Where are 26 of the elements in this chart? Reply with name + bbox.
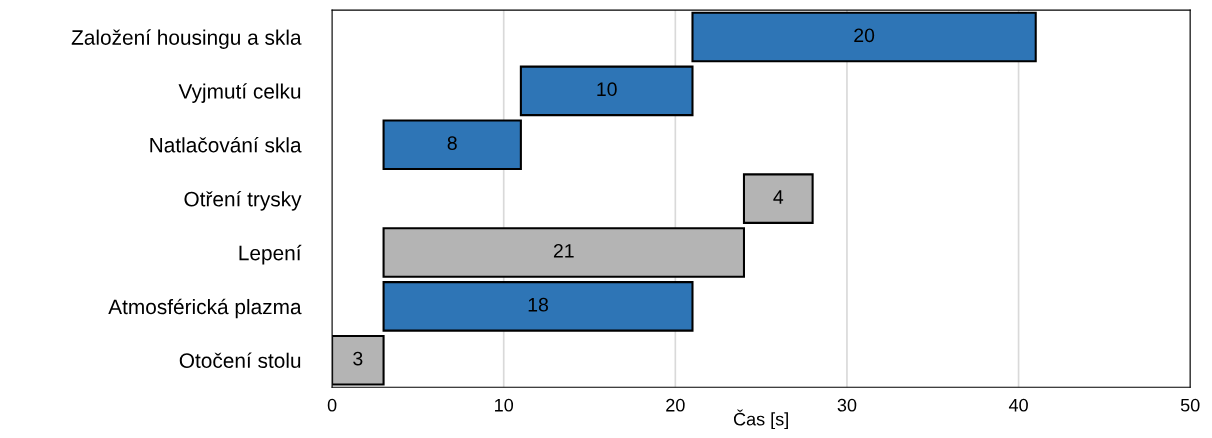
y-tick-label: Založení housingu a skla: [71, 29, 302, 49]
data-label: 18: [528, 297, 548, 312]
bar: [382, 119, 522, 171]
bar: [742, 173, 814, 224]
x-tick-label: 30: [837, 398, 857, 412]
x-axis-title: Čas [s]: [733, 409, 788, 430]
data-label: 20: [854, 28, 875, 43]
data-label: 3: [353, 351, 363, 366]
y-tick-label: Natlačování skla: [150, 136, 302, 153]
y-tick-label: Otočení stolu: [179, 352, 301, 369]
x-tick-label: 50: [1180, 398, 1200, 412]
data-label: 4: [773, 190, 784, 204]
bar: [519, 65, 694, 117]
y-tick-label: Lepení: [239, 244, 302, 265]
y-tick-label: Atmosférická plazma: [108, 298, 302, 319]
bar: [382, 281, 694, 332]
x-tick-label: 20: [666, 398, 685, 412]
data-label: 10: [597, 82, 617, 97]
data-label: 8: [447, 136, 457, 150]
bar: [382, 227, 746, 278]
y-tick-label: Vyjmutí celku: [178, 83, 301, 103]
x-tick-label: 10: [495, 398, 514, 412]
x-tick-label: 40: [1008, 398, 1028, 412]
y-tick-label: Otření trysky: [184, 190, 302, 211]
x-tick-label: 0: [327, 398, 337, 412]
data-label: 21: [553, 243, 574, 258]
